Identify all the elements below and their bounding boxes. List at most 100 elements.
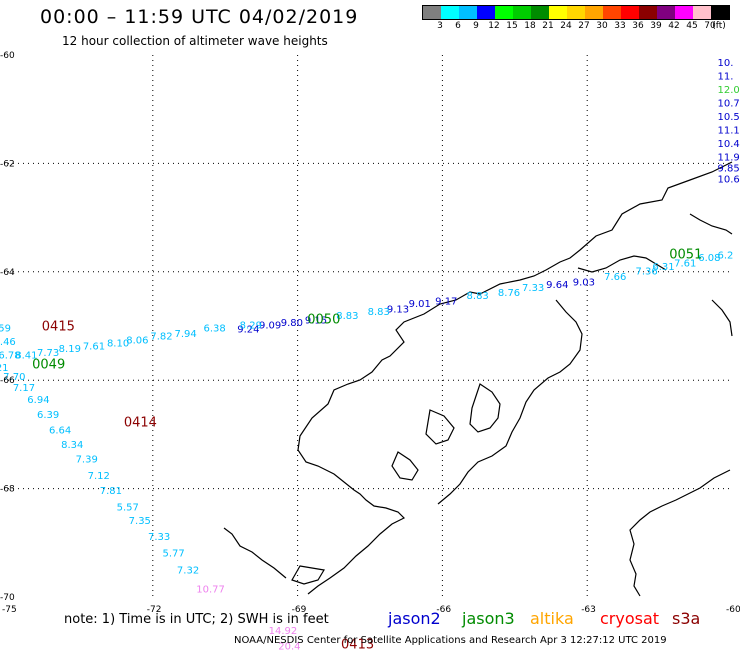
legend-labels: 3 6 9 12 15 18 21 24 27 30 33 36 39 42 45 70 (ft) <box>422 21 730 33</box>
wave-height-value: 9.01 <box>409 299 431 310</box>
wave-height-value: 8.10 <box>107 339 129 350</box>
lon-label: -63 <box>581 605 596 615</box>
page-title: 00:00 – 11:59 UTC 04/02/2019 <box>40 6 359 28</box>
wave-height-value: 5.77 <box>162 548 184 559</box>
wave-height-value: 7.12 <box>88 471 110 482</box>
wave-height-value: 10.48 <box>718 139 740 150</box>
wave-height-value: 8.19 <box>59 344 81 355</box>
legend-swatches <box>422 5 730 20</box>
coastline-segment <box>577 255 667 273</box>
lat-label: -70 <box>0 593 15 603</box>
wave-height-value: 7.66 <box>604 272 626 283</box>
coastline-segment <box>629 469 731 597</box>
legend-swatch <box>459 6 477 19</box>
lat-label: -68 <box>0 485 15 495</box>
legend-label: 18 <box>524 21 536 31</box>
satellite-jason3: jason3 <box>462 609 515 628</box>
lat-label: -62 <box>0 159 15 169</box>
footer-credit: NOAA/NESDIS Center for Satellite Applica… <box>234 635 667 646</box>
wave-height-value: 7.61 <box>674 258 696 269</box>
legend-label: 30 <box>596 21 608 31</box>
wave-height-value: 9.80 <box>281 318 303 329</box>
pass-label: 0049 <box>32 357 65 372</box>
pass-label: 0414 <box>124 415 157 430</box>
wave-height-value: 10.5 <box>718 112 740 123</box>
wave-height-value: 7.61 <box>83 341 105 352</box>
legend-label: 9 <box>473 21 479 31</box>
legend-label: 3 <box>437 21 443 31</box>
wave-height-value: 6.78 <box>0 351 21 362</box>
legend-swatch <box>621 6 639 19</box>
lon-label: -60 <box>726 605 740 615</box>
wave-height-value: 10.65 <box>718 174 740 185</box>
wave-height-value: 7.94 <box>175 329 197 340</box>
wave-height-value: 7.46 <box>0 337 16 348</box>
wave-height-value: 11. <box>718 71 734 82</box>
wave-height-value: 7.65 <box>0 352 1 363</box>
wave-height-value: 7.33 <box>522 283 544 294</box>
wave-height-value: 8.34 <box>61 440 83 451</box>
wave-height-value: 9.13 <box>387 304 409 315</box>
legend-swatch <box>531 6 549 19</box>
wave-height-value: 7.39 <box>76 455 98 466</box>
pass-label: 0413 <box>341 637 374 650</box>
legend-swatch <box>639 6 657 19</box>
legend-label: (ft) <box>712 21 726 31</box>
wave-height-value: 6.2 <box>718 250 734 261</box>
legend-swatch <box>693 6 711 19</box>
satellite-pass-labels: 0415 0049 0414 0050 0051 0413 <box>32 247 702 650</box>
pass-label: 0050 <box>307 312 340 327</box>
legend-label: 42 <box>668 21 680 31</box>
wave-height-value: 8.83 <box>336 311 358 322</box>
legend-swatch <box>567 6 585 19</box>
wave-height-value: 7.70 <box>3 372 25 383</box>
lat-lon-grid <box>8 55 732 597</box>
lon-label: -69 <box>292 605 307 615</box>
axis-labels: -60 -62 -64 -66 -68 -70 -75 -72 -69 -66 -63 -60 <box>0 51 740 615</box>
lon-label: -75 <box>2 605 17 615</box>
wave-height-value: 9.24 <box>237 325 259 336</box>
wave-height-value: 8.21 <box>0 363 9 374</box>
coastline-segment <box>425 409 455 445</box>
legend-label: 70 <box>704 21 716 31</box>
wave-height-value: 9.15 <box>305 315 327 326</box>
legend-swatch <box>495 6 513 19</box>
legend-swatch <box>513 6 531 19</box>
wave-height-value: 9.17 <box>435 296 457 307</box>
legend-swatch <box>711 6 729 19</box>
wave-height-points: 10.11.12.010.710.511.1310.4811.969.8510.… <box>0 58 740 650</box>
satellite-altika: altika <box>530 609 574 628</box>
wave-height-value: 5.57 <box>117 502 139 513</box>
coastline-segment <box>291 565 325 585</box>
coastline-segment <box>711 299 733 337</box>
satellite-jason2: jason2 <box>388 609 441 628</box>
lat-label: -64 <box>0 268 15 278</box>
wave-height-value: 7.35 <box>129 516 151 527</box>
page-subtitle: 12 hour collection of altimeter wave hei… <box>62 34 328 48</box>
wave-height-value: 9.03 <box>573 277 595 288</box>
coastline-segment <box>689 213 733 235</box>
coastline-segment <box>297 161 733 595</box>
wave-height-value: 12.0 <box>718 85 740 96</box>
satellite-cryosat: cryosat <box>600 609 660 628</box>
coastline <box>223 161 733 597</box>
coastline-segment <box>391 451 419 481</box>
wave-height-value: 7.82 <box>150 332 172 343</box>
wave-height-value: 9.85 <box>718 164 740 175</box>
legend-label: 36 <box>632 21 644 31</box>
wave-height-value: 8.76 <box>498 288 520 299</box>
legend-swatch <box>423 6 441 19</box>
wave-height-value: 9.09 <box>259 321 281 332</box>
color-legend: 3 6 9 12 15 18 21 24 27 30 33 36 39 42 45 70 (ft) <box>422 5 730 33</box>
wave-height-value: 8.83 <box>467 291 489 302</box>
wave-height-value: 8.41 <box>15 351 37 362</box>
wave-height-value: 11.96 <box>718 153 740 164</box>
coastline-segment <box>223 527 287 579</box>
wave-height-value: 7.73 <box>37 348 59 359</box>
wave-height-value: 6.08 <box>698 253 720 264</box>
satellite-s3a: s3a <box>672 609 701 628</box>
wave-height-value: 6.39 <box>37 410 59 421</box>
legend-label: 27 <box>578 21 590 31</box>
wave-height-value: 7.33 <box>148 532 170 543</box>
